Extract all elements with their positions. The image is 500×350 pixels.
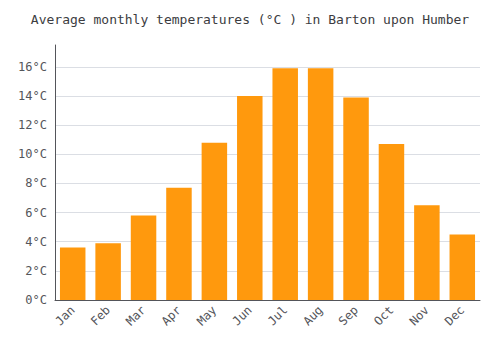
svg-text:Jun: Jun xyxy=(230,303,255,328)
svg-text:May: May xyxy=(194,303,219,328)
svg-text:8°C: 8°C xyxy=(25,176,47,190)
svg-text:Aug: Aug xyxy=(300,303,325,328)
svg-text:0°C: 0°C xyxy=(25,293,47,307)
svg-text:Feb: Feb xyxy=(88,303,113,328)
svg-text:Dec: Dec xyxy=(442,303,467,328)
svg-text:12°C: 12°C xyxy=(18,118,47,132)
svg-text:Jan: Jan xyxy=(52,303,77,328)
svg-text:Average monthly temperatures (: Average monthly temperatures (°C ) in Ba… xyxy=(31,12,469,27)
svg-text:6°C: 6°C xyxy=(25,206,47,220)
svg-text:4°C: 4°C xyxy=(25,235,47,249)
svg-text:14°C: 14°C xyxy=(18,89,47,103)
svg-text:2°C: 2°C xyxy=(25,264,47,278)
svg-text:Sep: Sep xyxy=(336,303,361,328)
svg-text:Mar: Mar xyxy=(123,303,148,328)
svg-text:Nov: Nov xyxy=(407,303,432,328)
svg-text:Apr: Apr xyxy=(159,303,184,328)
svg-text:16°C: 16°C xyxy=(18,60,47,74)
svg-text:Jul: Jul xyxy=(265,303,290,328)
svg-text:Oct: Oct xyxy=(371,303,396,328)
svg-text:10°C: 10°C xyxy=(18,147,47,161)
